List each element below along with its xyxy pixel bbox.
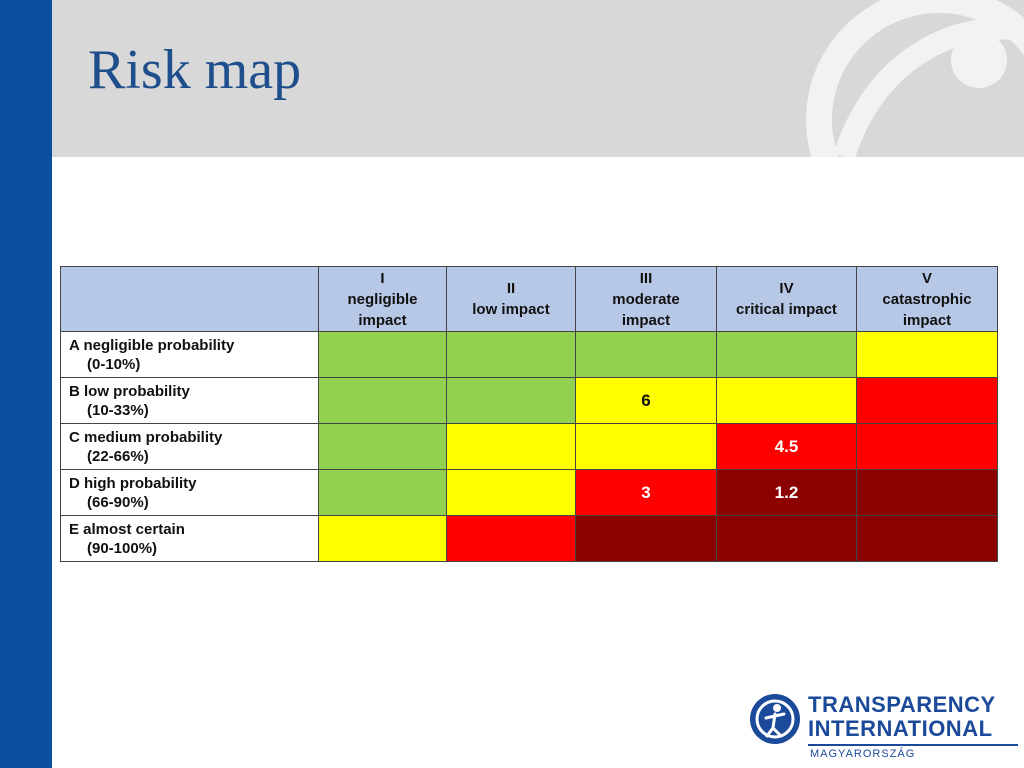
risk-cell — [716, 331, 857, 378]
column-header-3: III moderate impact — [575, 266, 717, 332]
row-probability-range: (22-66%) — [87, 447, 149, 465]
risk-cell — [318, 469, 447, 516]
risk-cell — [318, 331, 447, 378]
risk-cell — [856, 377, 998, 424]
row-label: C medium probability — [69, 428, 223, 446]
row-probability-range: (10-33%) — [87, 401, 149, 419]
table-row: D high probability (66-90%) 3 1.2 — [60, 469, 998, 516]
corner-cell — [60, 266, 319, 332]
table-row: B low probability (10-33%) 6 — [60, 377, 998, 424]
column-numeral: V — [921, 269, 932, 287]
row-probability-range: (0-10%) — [87, 355, 141, 373]
row-header: D high probability (66-90%) — [60, 469, 319, 516]
column-numeral: I — [380, 269, 385, 287]
risk-cell — [575, 331, 717, 378]
row-label: E almost certain — [69, 520, 185, 538]
row-header: B low probability (10-33%) — [60, 377, 319, 424]
logo-text-line1: TRANSPARENCY — [808, 692, 996, 717]
globe-person-icon — [750, 694, 800, 744]
column-label: critical impact — [736, 301, 837, 318]
logo-divider — [808, 744, 1018, 746]
risk-cell — [318, 377, 447, 424]
row-probability-range: (66-90%) — [87, 493, 149, 511]
row-header: C medium probability (22-66%) — [60, 423, 319, 470]
column-label: catastrophic impact — [882, 290, 972, 329]
row-header: E almost certain (90-100%) — [60, 515, 319, 562]
left-accent-bar — [0, 0, 52, 768]
logo-text-line2: INTERNATIONAL — [808, 716, 993, 741]
risk-cell — [446, 515, 576, 562]
risk-cell — [575, 423, 717, 470]
risk-cell — [856, 423, 998, 470]
transparency-international-logo: TRANSPARENCY INTERNATIONAL MAGYARORSZÁG — [748, 690, 1024, 768]
column-label: low impact — [472, 301, 550, 318]
header-globe-watermark-icon — [806, 0, 1024, 157]
row-label: B low probability — [69, 382, 190, 400]
risk-cell: 4.5 — [716, 423, 857, 470]
column-header-4: IV critical impact — [716, 266, 857, 332]
risk-cell — [446, 469, 576, 516]
column-header-2: II low impact — [446, 266, 576, 332]
risk-cell — [856, 469, 998, 516]
risk-cell — [446, 377, 576, 424]
column-label: negligible impact — [347, 290, 418, 329]
risk-cell — [318, 423, 447, 470]
risk-cell — [318, 515, 447, 562]
row-label: D high probability — [69, 474, 197, 492]
row-header: A negligible probability (0-10%) — [60, 331, 319, 378]
risk-cell — [575, 515, 717, 562]
risk-cell — [446, 331, 576, 378]
risk-cell — [856, 331, 998, 378]
row-probability-range: (90-100%) — [87, 539, 158, 557]
risk-cell — [716, 377, 857, 424]
table-row: C medium probability (22-66%) 4.5 — [60, 423, 998, 470]
risk-cell: 3 — [575, 469, 717, 516]
page-title: Risk map — [88, 39, 302, 101]
risk-cell — [716, 515, 857, 562]
risk-cell: 6 — [575, 377, 717, 424]
row-label: A negligible probability — [69, 336, 235, 354]
risk-cell — [446, 423, 576, 470]
column-label: moderate impact — [612, 290, 680, 329]
risk-cell: 1.2 — [716, 469, 857, 516]
column-numeral: IV — [779, 280, 794, 297]
table-row: E almost certain (90-100%) — [60, 515, 998, 562]
column-numeral: II — [506, 280, 516, 297]
logo-subtitle: MAGYARORSZÁG — [810, 748, 916, 760]
risk-cell — [856, 515, 998, 562]
column-numeral: III — [639, 269, 653, 287]
header-band — [52, 0, 1024, 157]
table-row: A negligible probability (0-10%) — [60, 331, 998, 378]
